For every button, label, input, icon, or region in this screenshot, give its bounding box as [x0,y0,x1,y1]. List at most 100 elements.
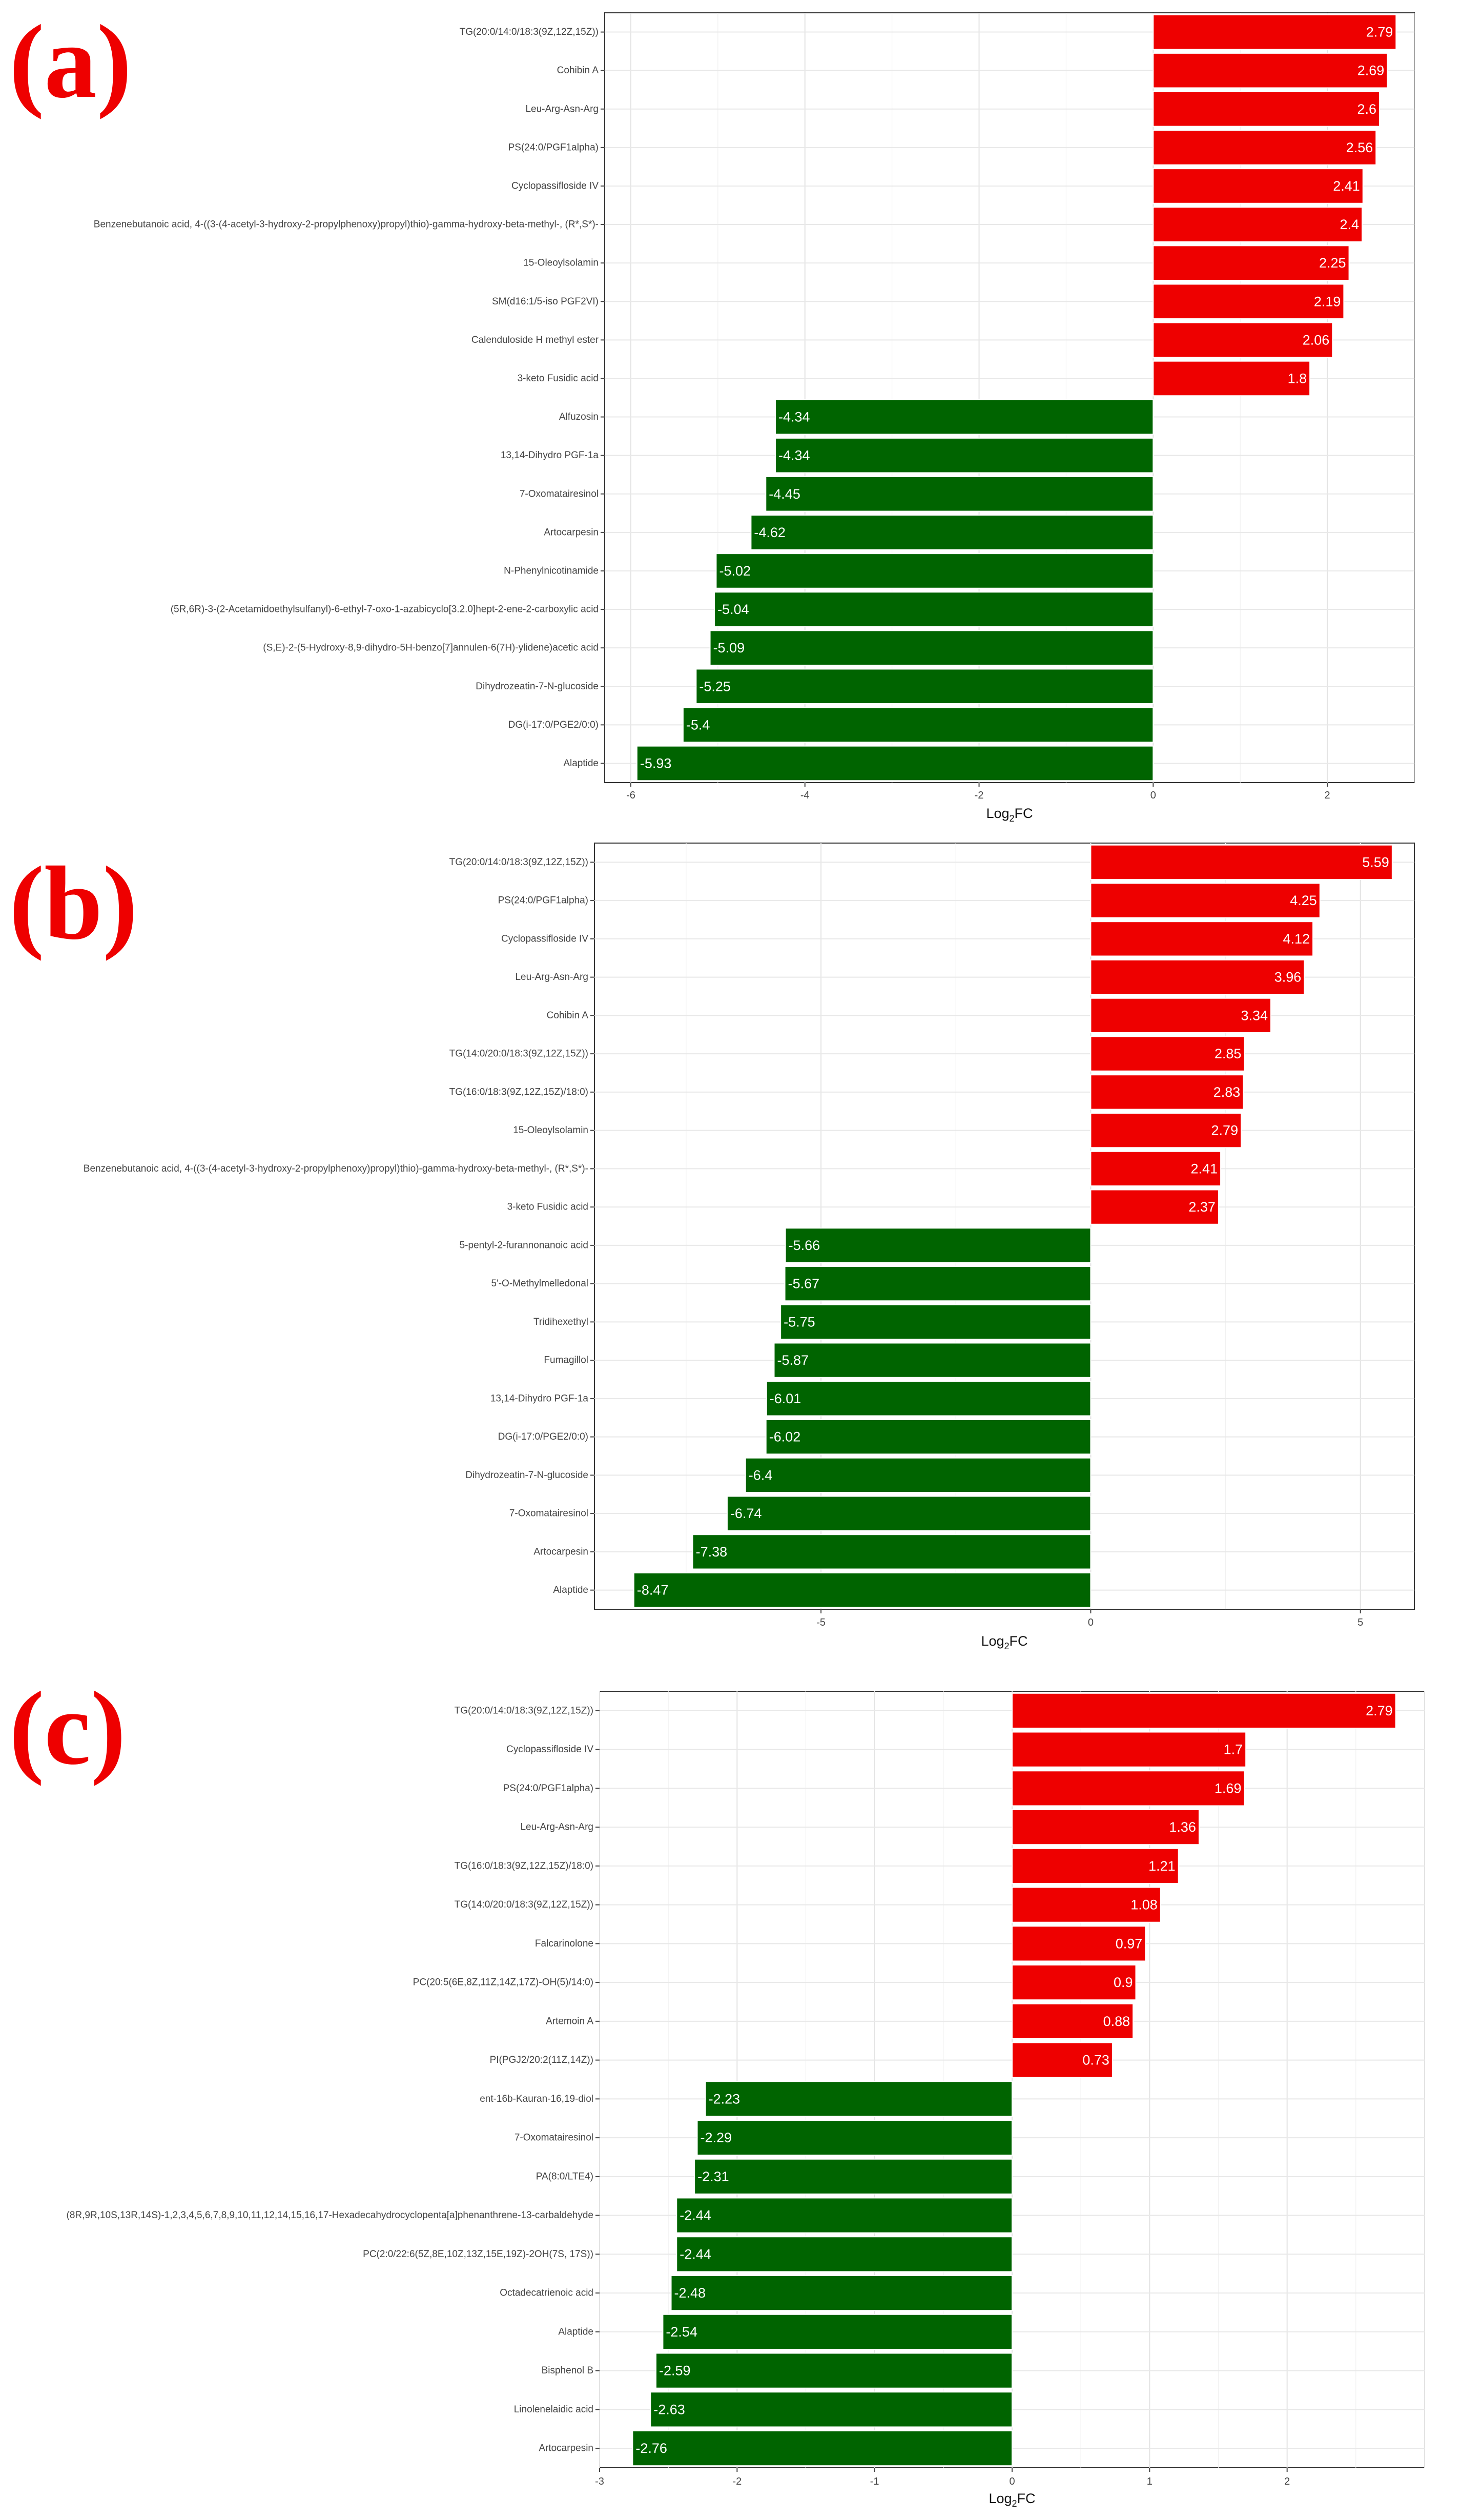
bar-value-label: -2.63 [653,2402,685,2417]
bar [774,399,1154,435]
bar [1153,322,1333,358]
bar-value-label: 0.97 [1116,1936,1143,1951]
bar-value-label: -7.38 [696,1544,728,1560]
x-tick-label: 0 [1009,2476,1015,2487]
category-label: 7-Oxomatairesinol [515,2133,593,2143]
x-tick-label: -5 [816,1617,826,1628]
x-tick-label: -4 [800,790,810,801]
bar-value-label: -2.23 [709,2091,740,2106]
plot-panel [594,843,1415,1610]
bar [633,1572,1092,1608]
bar-value-label: -2.44 [680,2246,711,2262]
bar [692,1534,1092,1570]
bar-value-label: 2.41 [1191,1161,1218,1176]
panel-label-c: (c) [9,1670,126,1787]
bar [655,2352,1013,2389]
category-label: TG(16:0/18:3(9Z,12Z,15Z)/18:0) [455,1860,593,1871]
bar-value-label: 2.79 [1366,25,1393,40]
category-label: Dihydrozeatin-7-N-glucoside [476,681,599,692]
bar [1012,1731,1247,1768]
bar-chart-2: 2.79 TG(20:0/14:0/18:3(9Z,12Z,15Z)) 1.7 Cyc… [67,1691,1425,2509]
bar-value-label: 1.69 [1215,1780,1242,1796]
bar-value-label: -5.66 [789,1238,820,1253]
category-label: PC(20:5(6E,8Z,11Z,14Z,17Z)-OH(5)/14:0) [413,1977,593,1988]
bar-value-label: -4.45 [769,486,800,502]
category-label: Artemoin A [546,2016,593,2026]
bar-value-label: 2.79 [1211,1123,1239,1138]
bar [662,2313,1013,2350]
bar-chart-0: 2.79 TG(20:0/14:0/18:3(9Z,12Z,15Z)) 2.69 Co… [94,12,1415,824]
category-label: ent-16b-Kauran-16,19-diol [480,2094,593,2104]
category-label: Fumagillol [544,1355,588,1366]
bar [1153,207,1363,242]
bar-value-label: 2.6 [1357,101,1376,117]
x-axis-title: Log2FC [981,1633,1027,1651]
bar-value-label: -5.87 [777,1353,809,1368]
category-label: Leu-Arg-Asn-Arg [515,972,588,982]
bar [696,2120,1013,2156]
category-label: 13,14-Dihydro PGF-1a [490,1393,589,1404]
bar [1090,1074,1244,1110]
bar [785,1227,1092,1263]
bar [765,476,1154,512]
category-label: Bisphenol B [542,2365,593,2376]
bar-value-label: 5.59 [1362,854,1389,870]
bar [670,2275,1013,2311]
bar-value-label: 2.19 [1314,294,1341,309]
bar-value-label: 2.79 [1366,1703,1393,1718]
bar [773,1342,1092,1378]
bar-value-label: 1.36 [1169,1819,1196,1835]
bar [1153,91,1381,127]
bar [1090,1189,1219,1225]
x-tick-label: -2 [975,790,984,801]
category-label: Alaptide [558,2326,593,2337]
bar [1012,1809,1200,1846]
bar [694,2158,1013,2195]
bar [636,745,1154,782]
bar [632,2430,1013,2467]
bar-value-label: 4.12 [1283,931,1310,947]
bar-value-label: 1.21 [1148,1858,1176,1874]
category-label: TG(14:0/20:0/18:3(9Z,12Z,15Z)) [449,1049,588,1059]
bar [780,1304,1092,1340]
x-tick-label: 0 [1150,790,1156,801]
x-tick-label: -1 [870,2476,879,2487]
bar [1153,245,1350,281]
bar-value-label: 0.88 [1103,2014,1130,2029]
bar [726,1495,1092,1531]
category-label: TG(16:0/18:3(9Z,12Z,15Z)/18:0) [449,1087,588,1097]
bar [1090,921,1314,957]
bar [709,630,1154,666]
category-label: 13,14-Dihydro PGF-1a [501,450,599,461]
category-label: Alfuzosin [559,412,599,422]
x-tick-label: -2 [732,2476,742,2487]
x-tick-label: -6 [626,790,635,801]
bar-value-label: -4.34 [778,448,810,463]
bar [1090,1036,1245,1072]
bar [1153,168,1364,204]
category-label: 7-Oxomatairesinol [520,488,599,499]
bar-value-label: 2.37 [1188,1199,1216,1215]
category-label: 3-keto Fusidic acid [507,1202,588,1213]
category-label: Artocarpesin [533,1546,588,1557]
category-label: Calenduloside H methyl ester [471,335,599,345]
bar-value-label: -2.76 [635,2441,667,2456]
bar [1153,360,1311,397]
bar [1012,2042,1113,2078]
panel-label-b: (b) [9,845,138,961]
category-label: PS(24:0/PGF1alpha) [503,1783,593,1794]
bar-value-label: -6.4 [749,1467,773,1483]
category-label: 15-Oleoylsolamin [513,1125,588,1136]
bar-value-label: 2.41 [1333,178,1360,194]
bar-value-label: -2.29 [701,2130,732,2145]
bar-value-label: -5.25 [699,679,731,694]
x-tick-label: 2 [1325,790,1330,801]
bar-value-label: 0.73 [1082,2053,1109,2068]
bar [1090,1112,1242,1149]
category-label: Alaptide [563,758,599,769]
bar [1012,1925,1146,1962]
bar [745,1457,1092,1493]
bar [1012,1964,1137,2001]
bar-value-label: 1.08 [1130,1897,1158,1913]
bar-value-label: -8.47 [637,1583,669,1598]
